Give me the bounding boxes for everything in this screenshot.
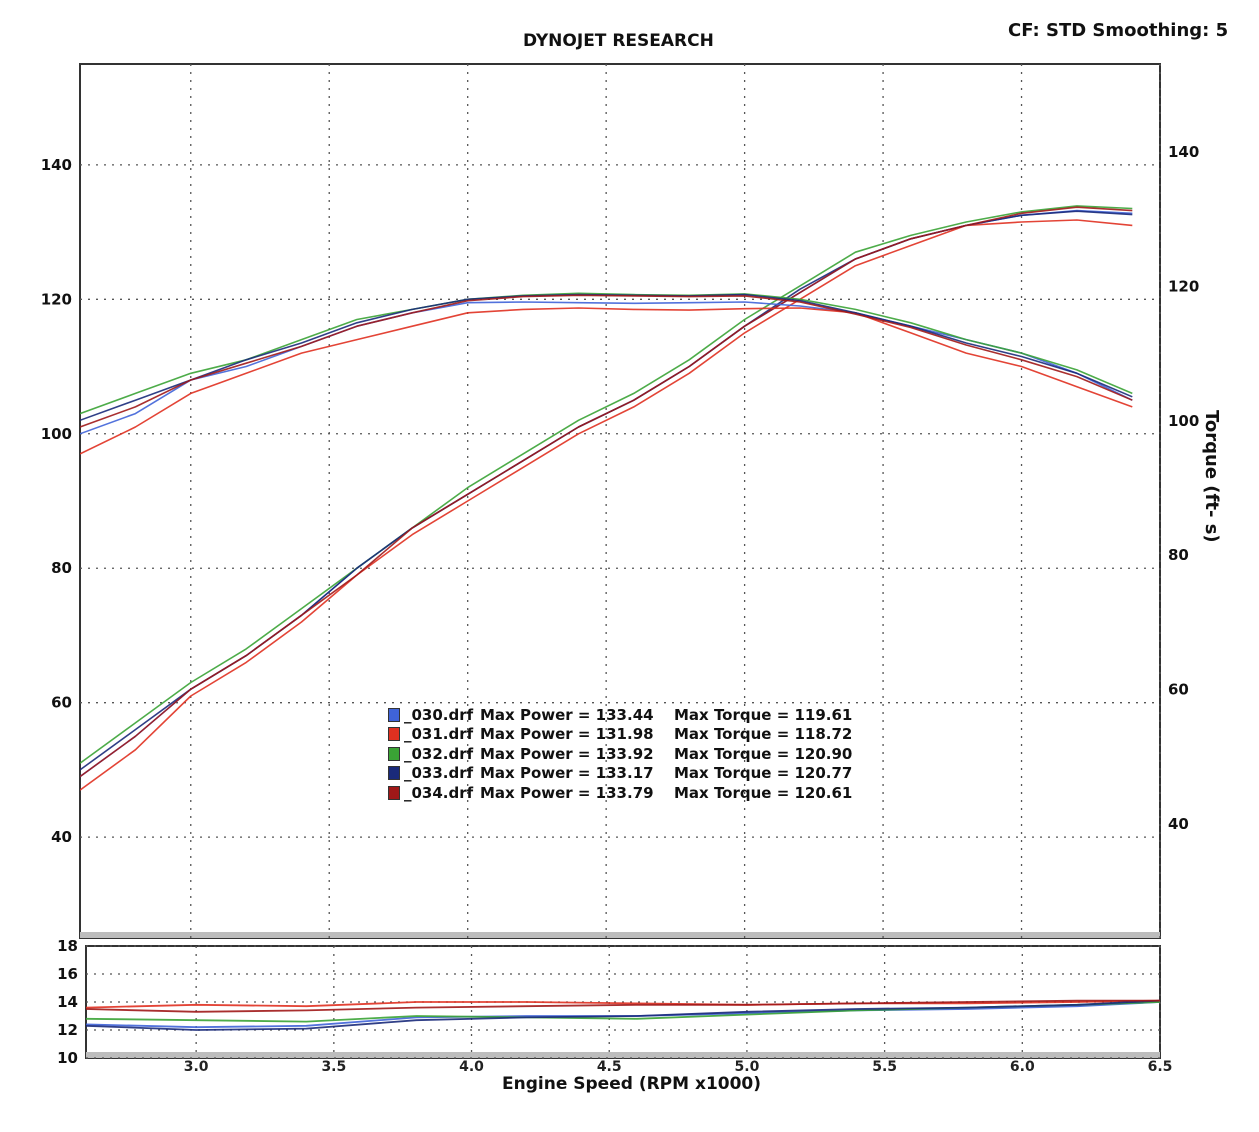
- x-axis-label: Engine Speed (RPM x1000): [502, 1074, 762, 1094]
- afr-tick-label: 12: [57, 1021, 78, 1039]
- torque-curve: [80, 307, 1133, 455]
- y-tick-label-left: 140: [41, 156, 72, 174]
- legend-swatch: [388, 746, 400, 761]
- legend: _030.drf Max Power = 133.44 Max Torque =…: [388, 705, 852, 803]
- y-tick-label-right: 60: [1168, 681, 1189, 699]
- legend-swatch: [388, 707, 400, 722]
- legend-power: Max Power = 133.79: [480, 783, 654, 802]
- settings-label: CF: STD Smoothing: 5: [1008, 20, 1229, 41]
- y-tick-label-right: 100: [1168, 412, 1199, 430]
- y-tick-label-left: 100: [41, 425, 72, 443]
- afr-curve: [86, 999, 1160, 1031]
- x-tick-label: 4.5: [597, 1059, 622, 1075]
- power-curve: [80, 206, 1133, 778]
- main-plot-frame: [79, 63, 1161, 939]
- x-tick-label: 4.0: [459, 1059, 484, 1075]
- x-tick-label: 6.5: [1148, 1059, 1173, 1075]
- afr-tick-label: 14: [57, 993, 78, 1011]
- y-tick-label-left: 80: [51, 559, 72, 577]
- legend-torque: Max Torque = 119.61: [674, 705, 853, 724]
- legend-torque: Max Torque = 118.72: [674, 725, 853, 744]
- main-series-group: [80, 205, 1133, 791]
- legend-swatch: [388, 785, 400, 800]
- y-tick-label-right: 80: [1168, 546, 1189, 564]
- afr-series-group: [86, 999, 1160, 1031]
- y-tick-label-right: 120: [1168, 277, 1199, 295]
- x-tick-label: 3.0: [184, 1059, 209, 1075]
- afr-curve: [86, 999, 1160, 1013]
- afr-tick-label: 18: [57, 937, 78, 955]
- afr-tick-label: 10: [57, 1049, 78, 1067]
- chart-title: DYNOJET RESEARCH: [523, 31, 714, 51]
- legend-file: _031.drf: [404, 725, 474, 744]
- afr-bottom-band: [86, 1052, 1160, 1058]
- y-tick-label-left: 60: [51, 694, 72, 712]
- power-curve: [80, 219, 1133, 791]
- legend-file: _034.drf: [404, 783, 474, 802]
- y-tick-label-right: 140: [1168, 143, 1199, 161]
- legend-torque: Max Torque = 120.61: [674, 783, 853, 802]
- legend-power: Max Power = 131.98: [480, 725, 654, 744]
- afr-curve: [86, 999, 1160, 1009]
- legend-power: Max Power = 133.44: [480, 705, 654, 724]
- legend-file: _030.drf: [404, 705, 474, 724]
- y-tick-label-right: 40: [1168, 815, 1189, 833]
- y-tick-label-left: 40: [51, 828, 72, 846]
- power-curve: [80, 205, 1133, 764]
- legend-row: _030.drf Max Power = 133.44 Max Torque =…: [388, 705, 852, 725]
- legend-row: _033.drf Max Power = 133.17 Max Torque =…: [388, 764, 852, 784]
- legend-power: Max Power = 133.92: [480, 744, 654, 763]
- legend-torque: Max Torque = 120.77: [674, 764, 853, 783]
- legend-file: _032.drf: [404, 744, 474, 763]
- legend-power: Max Power = 133.17: [480, 764, 654, 783]
- x-tick-label: 6.0: [1010, 1059, 1035, 1075]
- x-tick-label: 3.5: [321, 1059, 346, 1075]
- afr-tick-label: 16: [57, 965, 78, 983]
- legend-row: _034.drf Max Power = 133.79 Max Torque =…: [388, 783, 852, 803]
- legend-file: _033.drf: [404, 764, 474, 783]
- legend-row: _032.drf Max Power = 133.92 Max Torque =…: [388, 744, 852, 764]
- main-bottom-band: [80, 932, 1160, 938]
- legend-swatch: [388, 727, 400, 742]
- legend-torque: Max Torque = 120.90: [674, 744, 853, 763]
- legend-row: _031.drf Max Power = 131.98 Max Torque =…: [388, 725, 852, 745]
- x-tick-label: 5.0: [735, 1059, 760, 1075]
- legend-swatch: [388, 766, 400, 781]
- y-tick-label-left: 120: [41, 290, 72, 308]
- x-tick-label: 5.5: [872, 1059, 897, 1075]
- torque-curve: [80, 294, 1133, 428]
